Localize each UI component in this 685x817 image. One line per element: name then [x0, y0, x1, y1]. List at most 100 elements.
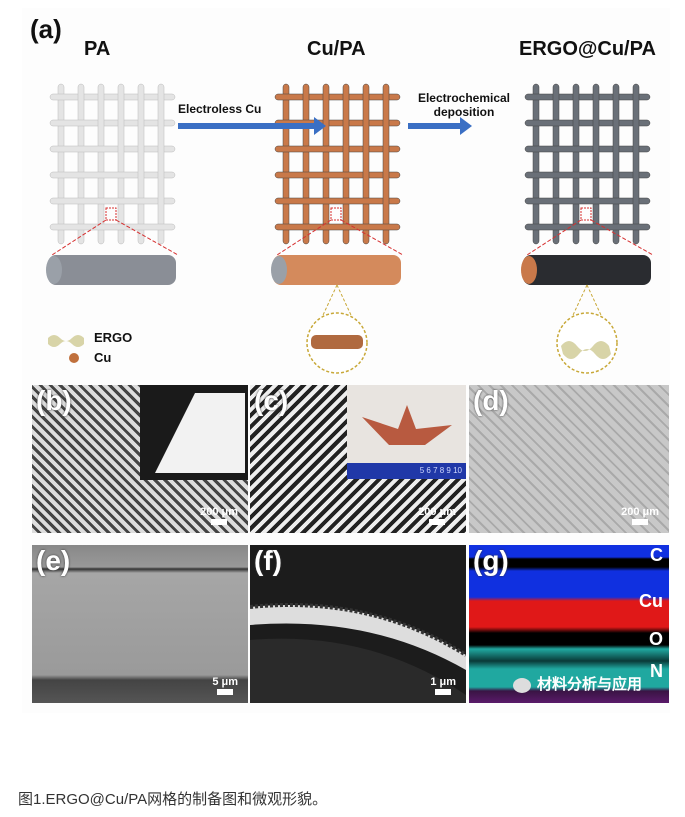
mesh-fiber-vertical-pa — [57, 83, 65, 245]
schematic — [46, 83, 654, 374]
cross-section — [250, 603, 466, 703]
mesh-fiber-horizontal-cupa — [274, 171, 401, 179]
zoom-line-pa — [51, 219, 107, 256]
fiber-end-cupa — [271, 256, 287, 284]
inset-photo-pa-mesh — [140, 385, 248, 480]
mesh-fiber-vertical-cupa — [322, 83, 330, 245]
mesh-fiber-vertical-ergo — [632, 83, 640, 245]
fiber-cylinder-pa — [48, 255, 176, 285]
element-n: N — [650, 661, 663, 681]
process-arrow-1 — [178, 123, 314, 129]
mesh-fiber-horizontal-cupa — [274, 145, 401, 153]
mesh-fiber-horizontal-cupa — [274, 223, 401, 231]
mesh-fiber-horizontal-ergo — [524, 93, 651, 101]
scale-text: 5 μm — [212, 676, 238, 688]
zoom-line-cupa — [316, 284, 338, 329]
stage-pa-title: PA — [84, 38, 111, 60]
mesh-fiber-vertical-cupa — [302, 83, 310, 245]
mesh-fiber-horizontal-ergo — [524, 171, 651, 179]
panel-a-label: (a) — [30, 14, 62, 44]
scale-text: 200 μm — [200, 506, 238, 518]
fiber-cylinder-cupa — [273, 255, 401, 285]
figure: (a) PA Cu/PA ERGO@Cu/PA Electroless Cu E… — [22, 8, 670, 713]
zoom-line-cupa — [276, 219, 332, 256]
mesh-fiber-vertical-pa — [157, 83, 165, 245]
ruler: 5 6 7 8 9 10 — [347, 463, 466, 479]
figure-caption: 图1.ERGO@Cu/PA网格的制备图和微观形貌。 — [18, 791, 328, 808]
panel-g-eds-map: (g) C Cu O N 材料分析与应用 — [469, 545, 669, 703]
legend-cu-label: Cu — [94, 350, 112, 365]
arrow2-label-line2: deposition — [433, 105, 495, 119]
legend-ergo-label: ERGO — [94, 330, 133, 345]
watermark: 材料分析与应用 — [513, 673, 642, 694]
panel-c-label: (c) — [254, 385, 289, 416]
mesh-fiber-horizontal-pa — [49, 93, 176, 101]
mesh-fiber-horizontal-ergo — [524, 145, 651, 153]
process-arrow-head-2 — [460, 117, 472, 135]
mesh-fiber-vertical-ergo — [532, 83, 540, 245]
element-c: C — [650, 545, 663, 565]
element-cu: Cu — [639, 591, 663, 611]
mesh-fiber-vertical-pa — [117, 83, 125, 245]
mesh-fiber-vertical-ergo — [552, 83, 560, 245]
panel-e-label: (e) — [36, 545, 71, 576]
mesh-fiber-horizontal-pa — [49, 197, 176, 205]
cu-particles — [311, 335, 363, 349]
zoom-line-ergo — [526, 219, 582, 256]
watermark-text: 材料分析与应用 — [537, 676, 643, 693]
fiber-end-ergo — [521, 256, 537, 284]
panel-f-label: (f) — [254, 545, 282, 576]
zoom-line-cupa — [336, 284, 358, 329]
legend-ergo-icon — [48, 335, 84, 347]
zoom-box-cupa — [330, 207, 342, 221]
legend-cu-icon — [69, 353, 79, 363]
mesh-fiber-horizontal-pa — [49, 171, 176, 179]
stage-ergo-title: ERGO@Cu/PA — [519, 38, 656, 60]
panel-b-label: (b) — [36, 385, 72, 416]
mesh-fiber-horizontal-pa — [49, 119, 176, 127]
mesh-fiber-horizontal-cupa — [274, 93, 401, 101]
mesh-fiber-horizontal-pa — [49, 223, 176, 231]
process-arrow-head-1 — [314, 117, 326, 135]
panel-d-image: (d) 200 μm — [469, 385, 669, 533]
panel-g-label: (g) — [473, 545, 509, 576]
mesh-fiber-vertical-ergo — [572, 83, 580, 245]
mesh-fiber-vertical-pa — [137, 83, 145, 245]
mesh-fiber-vertical-ergo — [592, 83, 600, 245]
mesh-fiber-horizontal-cupa — [274, 197, 401, 205]
scale-text: 200 μm — [418, 506, 456, 518]
ergo-sheet — [561, 341, 611, 359]
panel-f-image: (f) 1 μm — [250, 545, 466, 703]
panel-e-image: (e) 5 μm — [32, 545, 248, 703]
element-o: O — [648, 629, 663, 649]
wechat-icon — [513, 677, 531, 693]
mesh-fiber-horizontal-ergo — [524, 119, 651, 127]
zoom-box-ergo — [580, 207, 592, 221]
zoom-line-ergo — [566, 284, 588, 329]
arrow2-label: Electrochemical deposition — [409, 91, 519, 119]
panel-c-image: 5 6 7 8 9 10 (c) 200 μm — [250, 385, 466, 533]
mesh-fiber-horizontal-ergo — [524, 197, 651, 205]
fiber-cylinder-ergo — [523, 255, 651, 285]
scale-text: 200 μm — [621, 506, 659, 518]
scale-bar-b: 200 μm — [200, 506, 238, 525]
inset-photo-crane: 5 6 7 8 9 10 — [347, 385, 466, 479]
arrow2-label-line1: Electrochemical — [417, 91, 511, 105]
mesh-fiber-vertical-cupa — [342, 83, 350, 245]
mesh-fiber-vertical-cupa — [362, 83, 370, 245]
scale-text: 1 μm — [430, 676, 456, 688]
panel-b-image: (b) 200 μm — [32, 385, 248, 533]
mesh-fiber-vertical-pa — [77, 83, 85, 245]
arrow1-label: Electroless Cu — [178, 102, 262, 116]
process-arrow-2 — [408, 123, 460, 129]
scale-bar-f: 1 μm — [430, 676, 456, 695]
mesh-fiber-vertical-cupa — [382, 83, 390, 245]
mesh-fiber-vertical-pa — [97, 83, 105, 245]
mesh-fiber-vertical-cupa — [282, 83, 290, 245]
mesh-fiber-horizontal-ergo — [524, 223, 651, 231]
zoom-box-pa — [105, 207, 117, 221]
stage-cupa-title: Cu/PA — [307, 38, 366, 60]
zoom-line-ergo — [586, 284, 608, 329]
panel-d-label: (d) — [473, 385, 509, 416]
scale-bar-e: 5 μm — [212, 676, 238, 695]
